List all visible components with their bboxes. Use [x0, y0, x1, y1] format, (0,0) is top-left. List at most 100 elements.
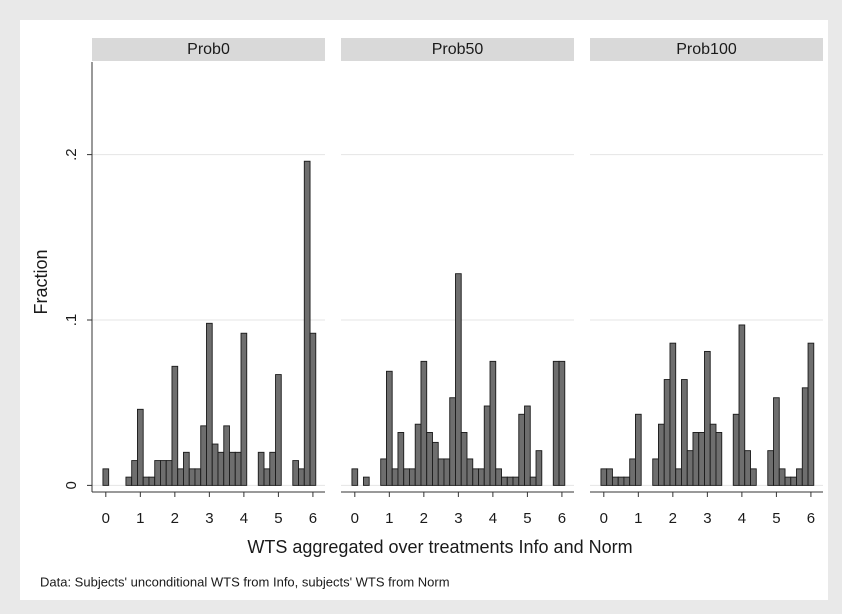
x-tick-label: 1 — [634, 510, 642, 527]
bar — [738, 324, 746, 486]
bar — [773, 397, 780, 486]
bar — [807, 342, 815, 486]
bar — [351, 468, 359, 486]
bar — [529, 476, 537, 486]
panel-title: Prob50 — [432, 41, 484, 58]
bar — [483, 405, 491, 486]
bar — [380, 458, 387, 486]
bar — [524, 405, 531, 486]
bar — [472, 468, 479, 486]
y-axis-label: Fraction — [31, 249, 51, 314]
bar — [501, 476, 508, 486]
x-tick-label: 5 — [274, 510, 282, 527]
bar — [223, 425, 230, 486]
panel-title: Prob100 — [676, 41, 737, 58]
bar — [309, 332, 317, 486]
bar — [240, 332, 248, 486]
bar — [478, 468, 485, 486]
bar — [303, 160, 311, 486]
bar — [512, 476, 520, 486]
bar — [652, 458, 659, 486]
x-tick-label: 4 — [738, 510, 746, 527]
bar — [160, 460, 167, 486]
bar — [663, 379, 671, 486]
bar — [414, 423, 422, 486]
x-tick-label: 2 — [669, 510, 677, 527]
y-tick-label: 0 — [63, 481, 80, 489]
bar — [432, 441, 439, 486]
bar — [455, 273, 462, 486]
bar — [466, 458, 474, 486]
x-tick-label: 0 — [102, 510, 110, 527]
x-tick-label: 4 — [489, 510, 497, 527]
bar — [675, 468, 682, 486]
bar — [148, 476, 156, 486]
panel-strip — [341, 38, 574, 61]
bar — [292, 460, 299, 486]
bar — [386, 370, 393, 486]
bar — [635, 413, 642, 486]
plot-background — [20, 20, 828, 600]
x-tick-label: 2 — [171, 510, 179, 527]
bar — [206, 322, 213, 486]
bar — [269, 451, 276, 486]
x-axis-label: WTS aggregated over treatments Info and … — [247, 537, 632, 557]
bar — [778, 468, 786, 486]
bar — [426, 432, 433, 486]
bar — [234, 451, 242, 486]
bar — [420, 360, 428, 486]
bar — [298, 468, 305, 486]
bar — [495, 468, 502, 486]
bar — [669, 342, 677, 486]
bar — [449, 397, 456, 486]
x-tick-label: 5 — [523, 510, 531, 527]
bar — [171, 365, 179, 486]
bar — [790, 476, 797, 486]
bar — [709, 423, 717, 486]
bar — [257, 451, 265, 486]
bar — [552, 360, 560, 486]
bar — [506, 476, 514, 486]
bar — [437, 458, 445, 486]
bar — [732, 413, 740, 486]
bar — [183, 451, 190, 486]
bar — [188, 468, 196, 486]
panel-strip — [590, 38, 823, 61]
bar — [611, 476, 619, 486]
bar — [784, 476, 792, 486]
panel-strip — [92, 38, 325, 61]
x-tick-label: 4 — [240, 510, 248, 527]
bar — [211, 443, 219, 486]
bar — [692, 432, 700, 486]
x-tick-label: 6 — [558, 510, 566, 527]
x-tick-label: 2 — [420, 510, 428, 527]
bar — [362, 476, 370, 486]
y-tick-label: .2 — [63, 148, 80, 161]
bar — [796, 468, 803, 486]
y-tick-label: .1 — [63, 314, 80, 327]
bar — [125, 476, 133, 486]
bar — [617, 476, 625, 486]
x-tick-label: 6 — [309, 510, 317, 527]
x-tick-label: 5 — [772, 510, 780, 527]
bar — [600, 468, 608, 486]
bar — [137, 408, 144, 486]
bar — [177, 468, 184, 486]
bar — [229, 451, 236, 486]
bar — [518, 413, 525, 486]
bar — [391, 468, 399, 486]
bar — [750, 468, 757, 486]
bar — [658, 423, 665, 486]
x-tick-label: 6 — [807, 510, 815, 527]
bar — [767, 450, 774, 486]
bar — [460, 432, 468, 486]
x-tick-label: 3 — [205, 510, 213, 527]
bar — [681, 379, 688, 486]
x-tick-label: 1 — [136, 510, 144, 527]
bar — [715, 432, 723, 486]
x-tick-label: 0 — [351, 510, 359, 527]
bar — [409, 468, 416, 486]
bar — [165, 460, 173, 486]
bar — [102, 468, 110, 486]
